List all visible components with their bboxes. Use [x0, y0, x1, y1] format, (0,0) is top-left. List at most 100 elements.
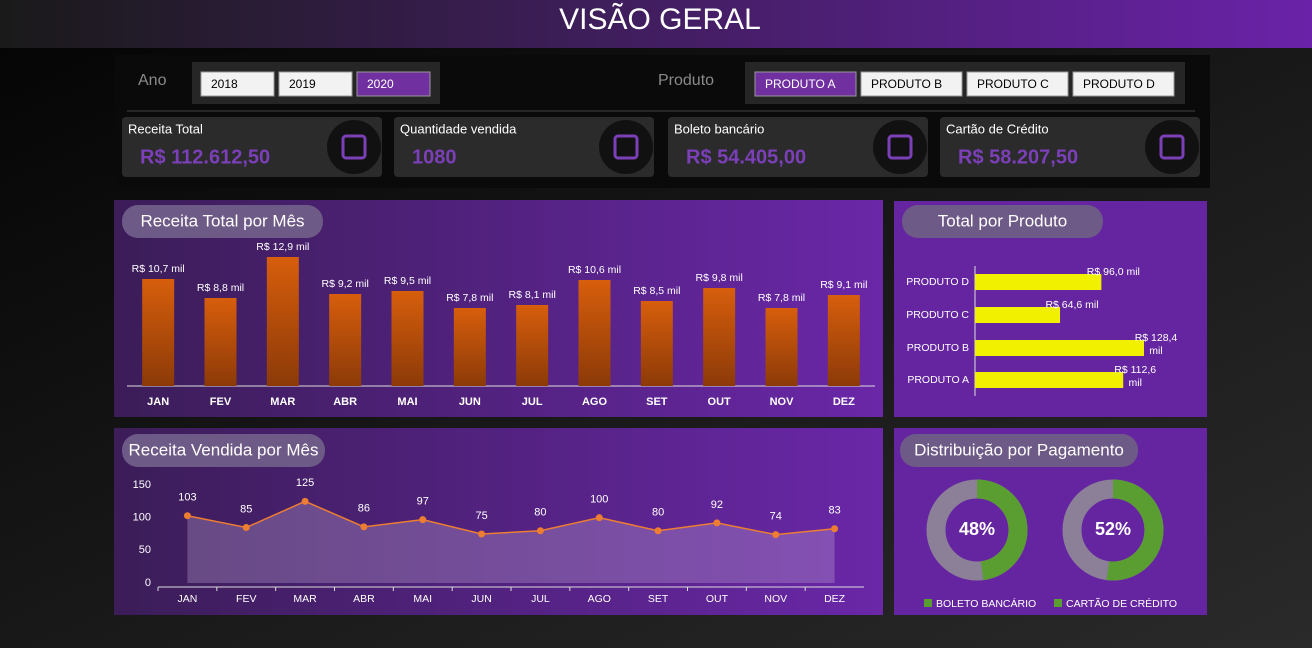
x-tick-label: MAI: [397, 396, 417, 408]
kpi-icon: [327, 120, 381, 174]
data-label: R$ 9,8 mil: [696, 272, 743, 284]
data-label: R$ 9,1 mil: [820, 279, 867, 291]
data-label: 86: [358, 503, 370, 515]
filter-button[interactable]: [860, 71, 963, 97]
bar: [578, 280, 611, 386]
kpi-icon-glyph: [887, 134, 913, 160]
marker: [831, 525, 839, 533]
marker: [419, 516, 427, 524]
data-label: R$ 8,8 mil: [197, 282, 244, 294]
filter-button-label[interactable]: PRODUTO B: [871, 77, 942, 91]
filter-button[interactable]: [200, 71, 275, 97]
kpi-value: 1080: [412, 146, 457, 168]
chart-title-pill: [122, 205, 323, 238]
x-tick-label: NOV: [764, 593, 787, 605]
kpi-icon-glyph: [341, 134, 367, 160]
x-tick-label: MAR: [293, 593, 317, 605]
bar: [142, 279, 175, 386]
marker: [478, 530, 486, 538]
area: [187, 501, 835, 583]
x-tick-label: MAR: [270, 396, 295, 408]
marker: [183, 512, 191, 520]
bar: [204, 298, 237, 386]
bar: [640, 301, 673, 386]
filter-button-label[interactable]: 2018: [211, 77, 238, 91]
kpi-card: [940, 117, 1200, 177]
kpi-card: [394, 117, 654, 177]
x-tick-label: SET: [646, 396, 668, 408]
x-tick-label: AGO: [582, 396, 608, 408]
marker: [536, 527, 544, 535]
y-tick-label: 150: [133, 479, 151, 491]
filter-button-label[interactable]: PRODUTO D: [1083, 77, 1155, 91]
y-tick-label: PRODUTO B: [907, 342, 969, 354]
kpi-card: [668, 117, 928, 177]
filter-button-label[interactable]: PRODUTO A: [765, 77, 835, 91]
x-tick-label: FEV: [210, 396, 232, 408]
donut-segment: [1106, 479, 1164, 581]
bar: [516, 305, 549, 386]
data-label: R$ 9,5 mil: [384, 275, 431, 287]
chart-title: Receita Vendida por Mês: [129, 440, 319, 459]
kpi-title: Receita Total: [128, 121, 203, 136]
chart-title: Total por Produto: [938, 211, 1067, 230]
x-tick-label: ABR: [333, 396, 357, 408]
data-label: R$ 10,7 mil: [132, 263, 185, 275]
y-tick-label: PRODUTO C: [906, 309, 969, 321]
x-tick-label: JAN: [177, 593, 197, 605]
filter-button-label[interactable]: 2020: [367, 77, 394, 91]
donut-label: 52%: [1095, 519, 1131, 539]
kpi-title: Boleto bancário: [674, 121, 764, 136]
y-tick-label: PRODUTO A: [907, 374, 969, 386]
x-tick-label: AGO: [588, 593, 611, 605]
x-tick-label: NOV: [770, 396, 795, 408]
marker: [713, 519, 721, 527]
data-label: R$ 12,9 mil: [256, 241, 309, 253]
filter-button[interactable]: [966, 71, 1069, 97]
data-label: R$ 8,1 mil: [509, 289, 556, 301]
data-label: 80: [652, 507, 664, 519]
data-label: R$ 10,6 mil: [568, 264, 621, 276]
filter-button[interactable]: [356, 71, 431, 97]
kpi-icon-glyph: [1159, 134, 1185, 160]
x-tick-label: ABR: [353, 593, 375, 605]
x-tick-label: DEZ: [824, 593, 846, 605]
kpi-icon: [873, 120, 927, 174]
kpi-value: R$ 54.405,00: [686, 146, 806, 168]
data-label: R$ 128,4 mil: [1134, 332, 1178, 357]
bar: [975, 307, 1061, 323]
marker: [301, 497, 309, 505]
marker: [242, 523, 250, 531]
bar: [975, 274, 1102, 290]
legend-swatch: [1054, 599, 1062, 607]
bar: [266, 257, 299, 386]
data-label: R$ 64,6 mil: [1045, 299, 1099, 311]
filter-label: Produto: [658, 72, 714, 89]
bar: [975, 372, 1124, 388]
line: [187, 500, 835, 536]
chart-title-pill: [902, 205, 1103, 238]
chart-title: Receita Total por Mês: [140, 211, 304, 230]
x-tick-label: JUL: [522, 396, 543, 408]
filter-button[interactable]: [754, 71, 857, 97]
y-tick-label: PRODUTO D: [906, 276, 969, 288]
marker: [772, 531, 780, 539]
bar: [765, 308, 798, 386]
x-tick-label: SET: [648, 593, 669, 605]
filter-button[interactable]: [1072, 71, 1175, 97]
bar: [329, 294, 362, 386]
filter-button-label[interactable]: 2019: [289, 77, 316, 91]
x-tick-label: JAN: [147, 396, 169, 408]
legend-swatch: [924, 599, 932, 607]
x-tick-label: JUL: [531, 593, 550, 605]
chart-title-pill: [122, 434, 325, 467]
filter-button[interactable]: [278, 71, 353, 97]
filter-button-label[interactable]: PRODUTO C: [977, 77, 1049, 91]
kpi-value: R$ 112.612,50: [140, 146, 270, 168]
kpi-value: R$ 58.207,50: [958, 146, 1078, 168]
y-tick-label: 0: [145, 577, 151, 589]
bar: [453, 308, 486, 386]
x-tick-label: DEZ: [833, 396, 855, 408]
